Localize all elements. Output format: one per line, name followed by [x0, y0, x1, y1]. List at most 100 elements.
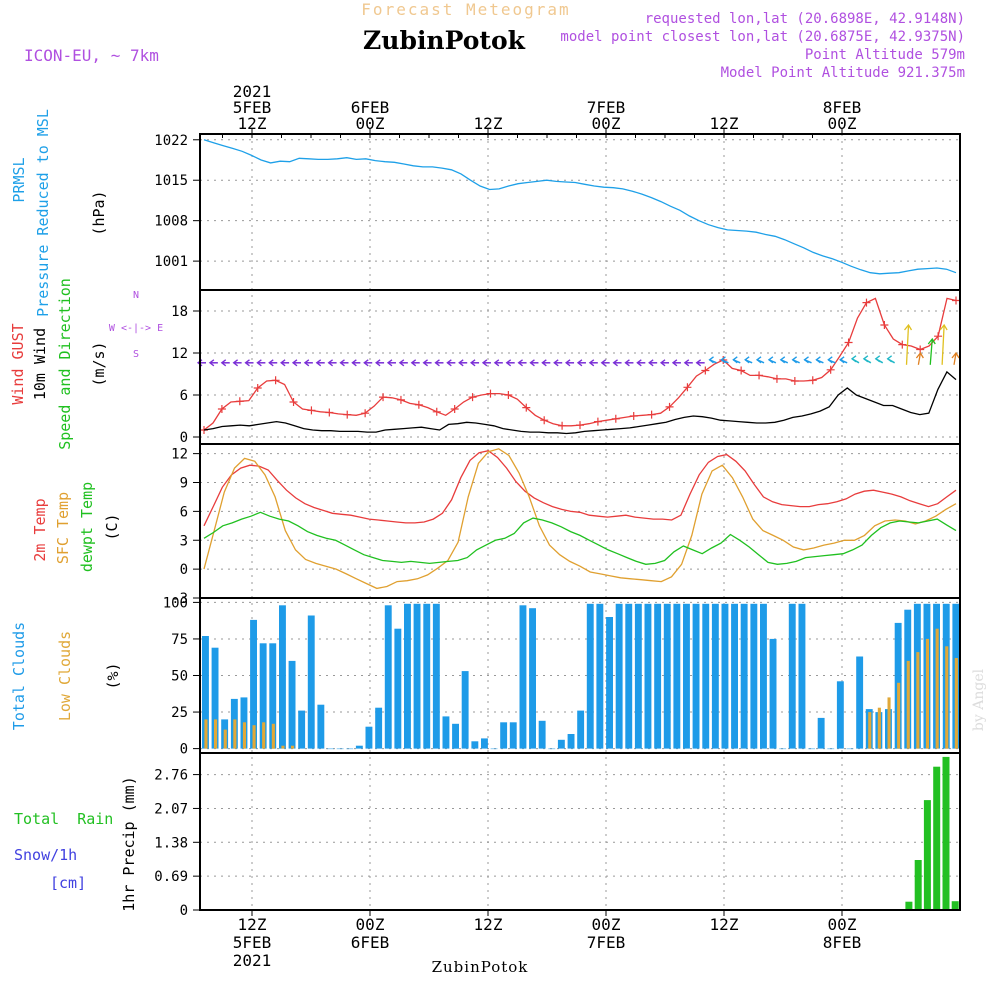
rain-bar-78 [923, 800, 931, 910]
wind-arrowhead-43 [708, 356, 714, 364]
gust-marker-16 [343, 410, 352, 419]
total-cloud-bar-13 [327, 748, 334, 750]
total-cloud-bar-33 [519, 605, 527, 749]
total-cloud-bar-29 [481, 738, 488, 749]
low-cloud-bar-77 [945, 646, 949, 749]
low-cloud-bar-7 [271, 723, 275, 749]
time-label-bottom-0-2: 2021 [233, 951, 272, 970]
temp-2m-label: 2m Temp [31, 498, 49, 561]
temp-2m-line [203, 450, 957, 527]
pressure-line [203, 139, 957, 275]
precip-unit: 1hr Precip (mm) [120, 776, 138, 911]
low-cloud-bar-6 [262, 722, 266, 749]
total-clouds-label: Total Clouds [10, 622, 28, 730]
wind-arrowhead-20 [434, 359, 440, 367]
total-cloud-bar-44 [625, 603, 633, 749]
wind-line [203, 370, 957, 435]
wind-arrowhead-21 [446, 359, 452, 367]
wind-arrowhead-25 [493, 359, 500, 367]
low-cloud-bar-2 [223, 729, 227, 749]
wind-arrowhead-2 [220, 359, 227, 367]
time-label-top-3-1: 00Z [592, 114, 621, 133]
wind-arrowhead-35 [612, 359, 618, 367]
compass-north: N [133, 290, 139, 301]
total-cloud-bar-64 [817, 717, 825, 749]
low-cloud-bar-70 [877, 707, 881, 749]
gust-marker-68 [808, 376, 817, 385]
time-label-bottom-0-0: 12Z [238, 915, 267, 934]
gust-marker-62 [755, 371, 764, 380]
gust-marker-20 [379, 393, 388, 402]
gust-marker-76 [880, 321, 889, 329]
wind-arrowhead-34 [600, 359, 607, 367]
requested-coords: requested lon,lat (20.6898E, 42.9148N) [645, 11, 965, 27]
total-cloud-bar-28 [471, 741, 479, 749]
snow-label: Snow/1h [14, 846, 77, 864]
wind-arrowhead-52 [815, 356, 821, 364]
ytick-label-3-3: 25 [171, 705, 188, 721]
low-cloud-bar-9 [291, 745, 295, 749]
footer-location: ZubinPotok [432, 958, 529, 976]
temp-unit: (C) [103, 513, 121, 540]
ytick-label-0-0: 1022 [154, 133, 188, 149]
time-label-bottom-0-1: 5FEB [233, 933, 272, 952]
ytick-label-1-0: 18 [171, 304, 188, 320]
total-cloud-bar-1 [211, 647, 219, 749]
gust-marker-34 [504, 391, 513, 399]
total-cloud-bar-20 [394, 628, 402, 749]
gust-marker-28 [450, 405, 459, 413]
closest-coords: model point closest lon,lat (20.6875E, 4… [560, 29, 965, 45]
wind-arrowhead-30 [553, 359, 559, 367]
wind-arrow-60 [917, 352, 922, 365]
ytick-label-4-2: 1.38 [154, 835, 188, 851]
wind-dir-label: Speed and Direction [56, 278, 74, 450]
total-cloud-bar-8 [279, 605, 286, 749]
total-cloud-bar-43 [615, 603, 623, 749]
time-label-bottom-2-0: 12Z [474, 915, 503, 934]
wind-arrowhead-19 [422, 359, 428, 367]
pressure-label-2: Pressure Reduced to MSL [34, 109, 52, 317]
rain-bar-76 [905, 901, 913, 910]
wind-arrowhead-12 [339, 359, 345, 367]
rain-label: Total Rain [14, 810, 113, 828]
labels-layer: 1022101510081001181260129630-31007550250… [154, 82, 861, 970]
total-cloud-bar-12 [317, 704, 325, 749]
total-cloud-bar-30 [490, 748, 498, 750]
wind-arrowhead-16 [386, 359, 393, 367]
wind-gust-label: Wind GUST [9, 323, 27, 404]
total-cloud-bar-21 [404, 603, 411, 749]
location-title: ZubinPotok [363, 26, 526, 55]
temp-sfc-line [203, 448, 957, 590]
time-label-bottom-5-1: 8FEB [823, 933, 862, 952]
gust-marker-48 [629, 412, 638, 420]
wind-arrowhead-10 [315, 359, 322, 367]
gust-marker-52 [665, 402, 674, 411]
ytick-label-2-1: 9 [180, 476, 188, 492]
wind-arrow-62 [941, 324, 945, 365]
total-cloud-bar-27 [461, 671, 469, 749]
wind-arrowhead-62 [939, 323, 948, 331]
rain-bar-80 [942, 756, 950, 910]
gust-marker-12 [307, 406, 316, 415]
ticks-layer [193, 128, 843, 916]
gust-marker-26 [432, 407, 441, 416]
wind-arrowhead-36 [624, 359, 630, 367]
total-cloud-bar-61 [788, 603, 796, 749]
model-name: ICON-EU, ~ 7km [24, 46, 159, 65]
panel-frame-4 [199, 752, 961, 911]
total-cloud-bar-42 [606, 617, 613, 749]
gust-marker-2 [217, 405, 226, 413]
wind-arrowhead-48 [767, 356, 774, 364]
low-cloud-bar-76 [935, 628, 939, 749]
total-cloud-bar-57 [750, 603, 758, 749]
total-cloud-bar-6 [259, 643, 267, 749]
wind-arrowhead-14 [363, 359, 369, 367]
total-cloud-bar-7 [269, 643, 277, 749]
ytick-label-0-3: 1001 [154, 254, 188, 270]
time-label-top-1-1: 00Z [356, 114, 385, 133]
cloud-labels: Total Clouds Low Clouds (%) [10, 622, 122, 730]
gust-marker-6 [253, 384, 262, 392]
time-label-top-5-0: 8FEB [823, 98, 862, 117]
ytick-label-3-2: 50 [171, 669, 188, 685]
gust-marker-54 [683, 383, 692, 392]
